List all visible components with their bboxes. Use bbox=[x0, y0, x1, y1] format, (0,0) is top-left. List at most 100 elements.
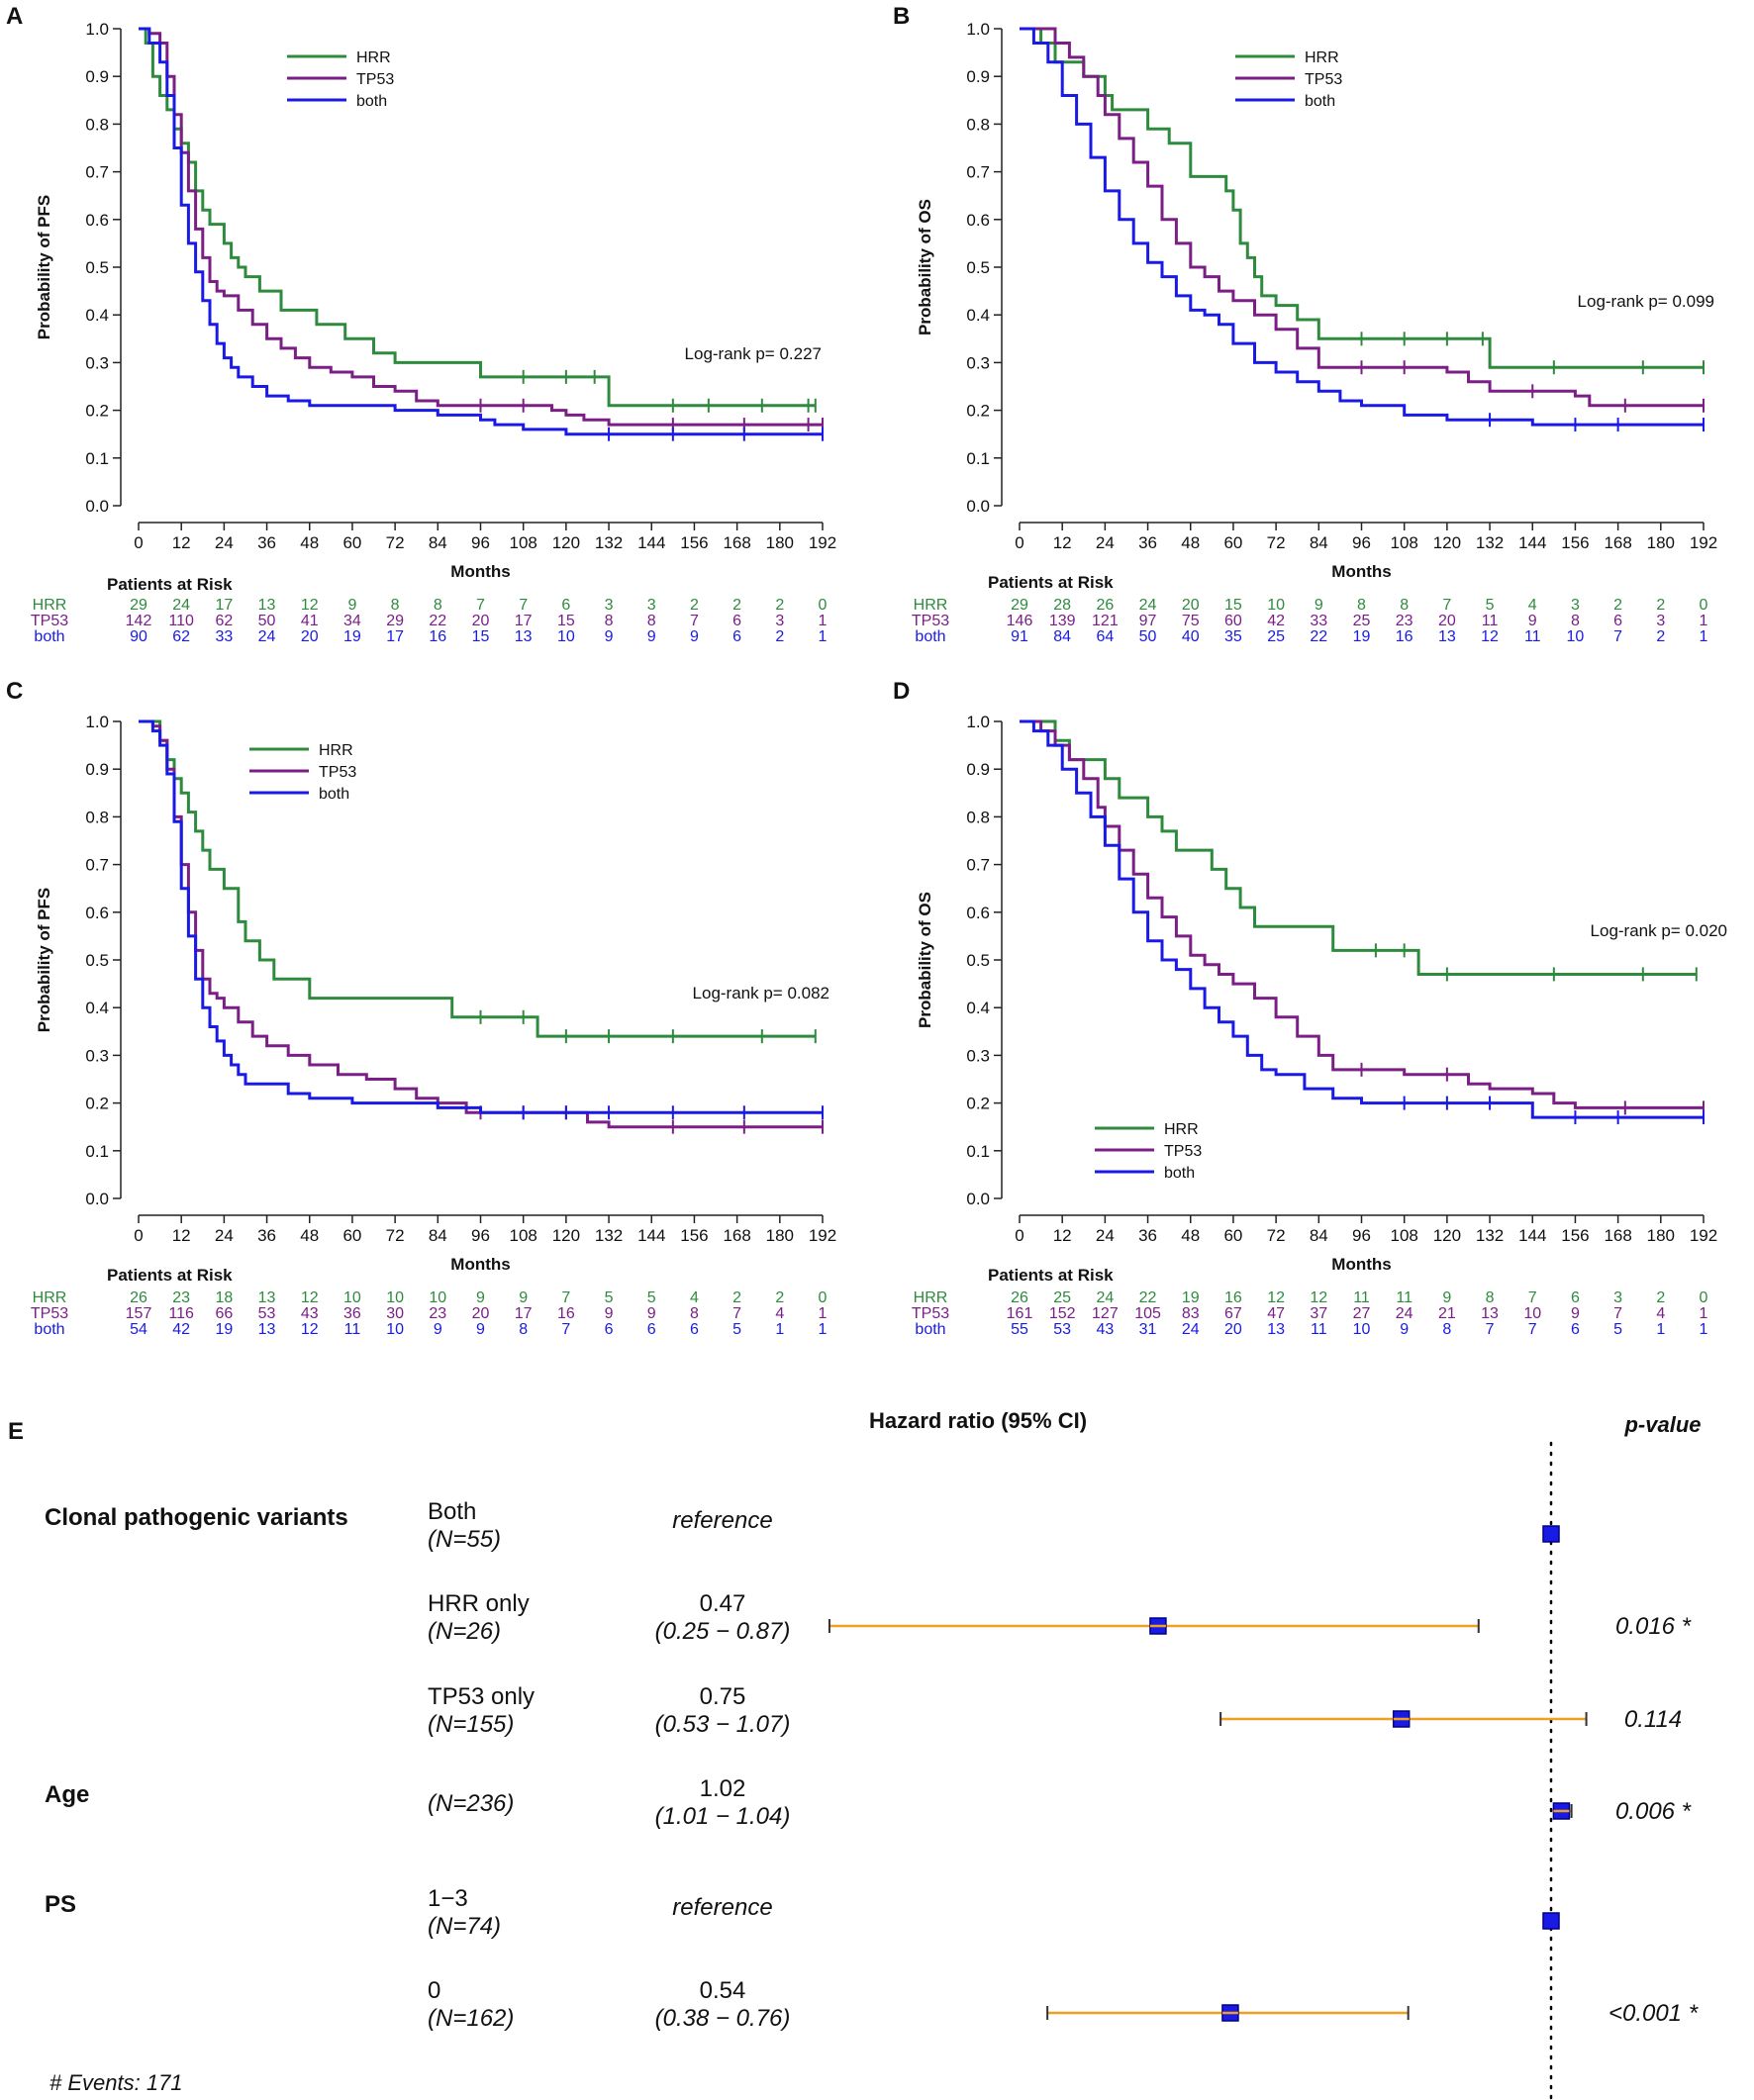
risk-row-label: TP53 bbox=[912, 1305, 949, 1322]
risk-cell: 12 bbox=[301, 597, 319, 614]
risk-cell: 67 bbox=[1224, 1305, 1242, 1322]
risk-cell: 22 bbox=[1310, 628, 1327, 645]
legend-label-both: both bbox=[319, 786, 349, 803]
x-tick-label: 168 bbox=[1604, 533, 1631, 552]
x-tick-label: 168 bbox=[723, 1226, 750, 1245]
forest-estimate: reference bbox=[672, 1507, 772, 1534]
y-tick-label: 0.2 bbox=[966, 1095, 990, 1113]
pvalue-header: p-value bbox=[1623, 1412, 1701, 1437]
risk-cell: 9 bbox=[605, 1305, 614, 1322]
x-tick-label: 72 bbox=[386, 1226, 405, 1245]
y-tick-label: 1.0 bbox=[966, 713, 990, 731]
risk-cell: 22 bbox=[1139, 1289, 1157, 1306]
y-axis-label: Probability of OS bbox=[916, 892, 934, 1028]
risk-cell: 8 bbox=[1357, 597, 1366, 614]
risk-cell: 13 bbox=[258, 597, 276, 614]
forest-level: HRR only bbox=[428, 1590, 530, 1617]
x-tick-label: 12 bbox=[172, 1226, 191, 1245]
risk-cell: 50 bbox=[1139, 628, 1157, 645]
y-tick-label: 0.9 bbox=[85, 760, 109, 779]
risk-cell: 28 bbox=[1053, 597, 1071, 614]
risk-cell: 116 bbox=[168, 1305, 194, 1322]
risk-cell: 3 bbox=[605, 597, 614, 614]
forest-ci: (0.38 − 0.76) bbox=[655, 2005, 791, 2032]
forest-n: (N=74) bbox=[428, 1913, 501, 1940]
risk-cell: 1 bbox=[819, 628, 828, 645]
x-tick-label: 0 bbox=[1015, 1226, 1023, 1245]
risk-cell: 29 bbox=[386, 613, 404, 629]
x-tick-label: 96 bbox=[471, 533, 490, 552]
risk-cell: 3 bbox=[775, 613, 784, 629]
events-footer: # Events: 171 bbox=[49, 2070, 183, 2095]
risk-cell: 29 bbox=[130, 597, 147, 614]
legend-label-hrr: HRR bbox=[1164, 1121, 1199, 1138]
x-axis-label: Months bbox=[450, 562, 510, 581]
risk-cell: 13 bbox=[258, 1289, 276, 1306]
x-tick-label: 84 bbox=[429, 533, 447, 552]
legend-label-tp53: TP53 bbox=[319, 764, 356, 781]
y-tick-label: 0.9 bbox=[966, 760, 990, 779]
risk-table-title: Patients at Risk bbox=[107, 1266, 233, 1285]
risk-row-label: TP53 bbox=[31, 1305, 68, 1322]
risk-cell: 15 bbox=[1224, 597, 1242, 614]
legend-label-hrr: HRR bbox=[356, 49, 391, 66]
x-tick-label: 108 bbox=[510, 533, 537, 552]
risk-cell: 4 bbox=[1528, 597, 1537, 614]
risk-cell: 2 bbox=[775, 597, 784, 614]
risk-cell: 105 bbox=[1134, 1305, 1161, 1322]
risk-cell: 55 bbox=[1011, 1321, 1028, 1338]
x-tick-label: 48 bbox=[300, 1226, 319, 1245]
km-panel-b: B0.00.10.20.30.40.50.60.70.80.91.00 12 24 3… bbox=[893, 3, 1717, 645]
risk-cell: 36 bbox=[343, 1305, 361, 1322]
risk-cell: 11 bbox=[1524, 628, 1541, 645]
risk-cell: 12 bbox=[1481, 628, 1499, 645]
risk-cell: 1 bbox=[819, 1305, 828, 1322]
risk-cell: 6 bbox=[732, 628, 741, 645]
risk-cell: 11 bbox=[1396, 1289, 1413, 1306]
x-tick-label: 36 bbox=[1138, 533, 1157, 552]
y-tick-label: 0.4 bbox=[85, 306, 109, 325]
y-tick-label: 0.6 bbox=[966, 211, 990, 230]
risk-cell: 17 bbox=[215, 597, 233, 614]
risk-cell: 35 bbox=[1224, 628, 1242, 645]
risk-cell: 41 bbox=[301, 613, 319, 629]
risk-cell: 40 bbox=[1182, 628, 1200, 645]
y-tick-label: 0.3 bbox=[966, 353, 990, 372]
log-rank-annotation: Log-rank p= 0.020 bbox=[1591, 921, 1727, 940]
x-tick-label: 24 bbox=[215, 533, 234, 552]
x-tick-label: 60 bbox=[1223, 1226, 1242, 1245]
risk-cell: 7 bbox=[1528, 1289, 1537, 1306]
y-tick-label: 0.1 bbox=[966, 449, 990, 468]
risk-cell: 8 bbox=[1400, 597, 1409, 614]
risk-cell: 0 bbox=[819, 597, 828, 614]
risk-cell: 10 bbox=[1267, 597, 1285, 614]
risk-row-label: HRR bbox=[33, 1289, 67, 1306]
risk-cell: 9 bbox=[647, 1305, 656, 1322]
y-tick-label: 0.9 bbox=[966, 67, 990, 86]
risk-cell: 9 bbox=[476, 1321, 485, 1338]
risk-cell: 11 bbox=[344, 1321, 361, 1338]
risk-cell: 27 bbox=[1353, 1305, 1371, 1322]
y-tick-label: 0.0 bbox=[85, 1190, 109, 1208]
risk-cell: 24 bbox=[172, 597, 190, 614]
y-tick-label: 1.0 bbox=[85, 20, 109, 39]
risk-cell: 22 bbox=[429, 613, 446, 629]
km-curve-tp53 bbox=[1020, 719, 1704, 1109]
risk-cell: 0 bbox=[1700, 597, 1708, 614]
x-axis-label: Months bbox=[1331, 562, 1391, 581]
forest-estimate: 0.54 bbox=[700, 1977, 746, 2004]
risk-cell: 53 bbox=[1053, 1321, 1071, 1338]
risk-cell: 139 bbox=[1049, 613, 1076, 629]
risk-cell: 50 bbox=[258, 613, 276, 629]
x-tick-label: 48 bbox=[300, 533, 319, 552]
risk-cell: 1 bbox=[1700, 628, 1708, 645]
risk-cell: 7 bbox=[1613, 628, 1622, 645]
x-tick-label: 108 bbox=[1391, 533, 1418, 552]
km-panel-a: A0.00.10.20.30.40.50.60.70.80.91.00 12 24 3… bbox=[6, 3, 836, 645]
risk-cell: 3 bbox=[1613, 1289, 1622, 1306]
x-tick-label: 108 bbox=[510, 1226, 537, 1245]
risk-cell: 161 bbox=[1007, 1305, 1033, 1322]
risk-cell: 12 bbox=[1310, 1289, 1327, 1306]
y-axis-label: Probability of OS bbox=[916, 199, 934, 335]
risk-cell: 26 bbox=[130, 1289, 147, 1306]
